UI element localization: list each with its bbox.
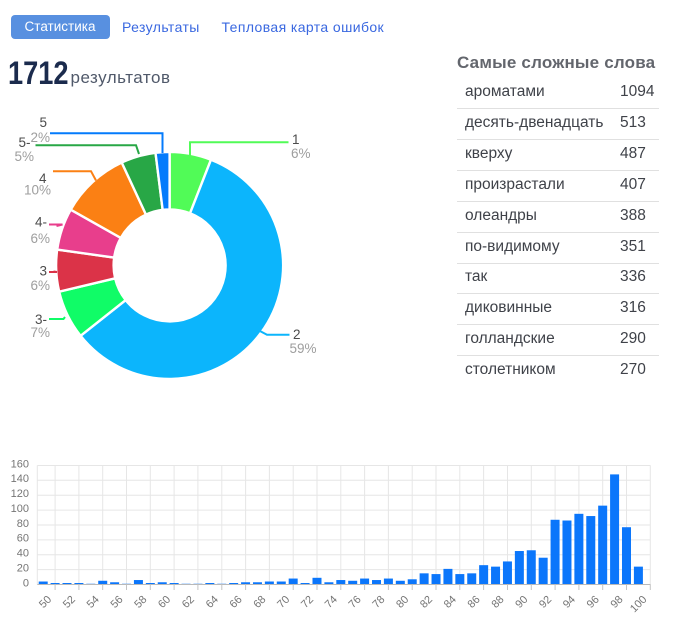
svg-text:3: 3 [39,264,47,279]
svg-text:120: 120 [11,488,29,500]
svg-text:5: 5 [39,115,47,130]
svg-text:10%: 10% [24,183,51,198]
svg-text:6%: 6% [30,231,50,246]
svg-text:76: 76 [347,594,364,611]
svg-text:88: 88 [489,594,506,611]
svg-text:84: 84 [442,594,459,611]
svg-text:92: 92 [537,594,554,611]
svg-text:64: 64 [204,594,221,611]
svg-text:5-: 5- [18,135,30,150]
svg-text:2: 2 [293,327,301,342]
svg-text:70: 70 [275,594,292,611]
svg-text:68: 68 [251,594,268,611]
svg-text:5%: 5% [14,149,34,164]
svg-text:1: 1 [292,132,300,147]
svg-text:86: 86 [466,594,483,611]
svg-text:94: 94 [561,594,578,611]
svg-text:140: 140 [11,473,29,485]
svg-text:78: 78 [370,594,387,611]
svg-text:52: 52 [61,594,78,611]
svg-text:2%: 2% [30,130,50,145]
svg-text:98: 98 [608,594,625,611]
svg-text:58: 58 [132,594,149,611]
svg-text:60: 60 [17,533,29,545]
svg-text:6%: 6% [30,278,50,293]
svg-text:56: 56 [108,594,125,611]
svg-text:80: 80 [17,518,29,530]
svg-text:4: 4 [39,171,47,186]
svg-text:100: 100 [628,594,649,615]
svg-text:90: 90 [513,594,530,611]
svg-text:82: 82 [418,594,435,611]
svg-text:72: 72 [299,594,316,611]
svg-text:62: 62 [180,594,197,611]
svg-text:3-: 3- [35,312,47,327]
svg-text:4-: 4- [35,215,47,230]
svg-text:60: 60 [156,594,173,611]
svg-text:100: 100 [11,503,29,515]
svg-text:96: 96 [585,594,602,611]
svg-text:80: 80 [394,594,411,611]
svg-text:66: 66 [228,594,245,611]
svg-text:6%: 6% [291,146,311,161]
svg-text:7%: 7% [30,325,50,340]
svg-text:20: 20 [17,562,29,574]
svg-text:59%: 59% [290,341,317,356]
svg-text:50: 50 [37,594,54,611]
svg-text:54: 54 [85,594,102,611]
svg-text:160: 160 [11,458,29,470]
svg-text:40: 40 [17,548,29,560]
svg-text:0: 0 [23,577,29,589]
svg-text:74: 74 [323,594,340,611]
